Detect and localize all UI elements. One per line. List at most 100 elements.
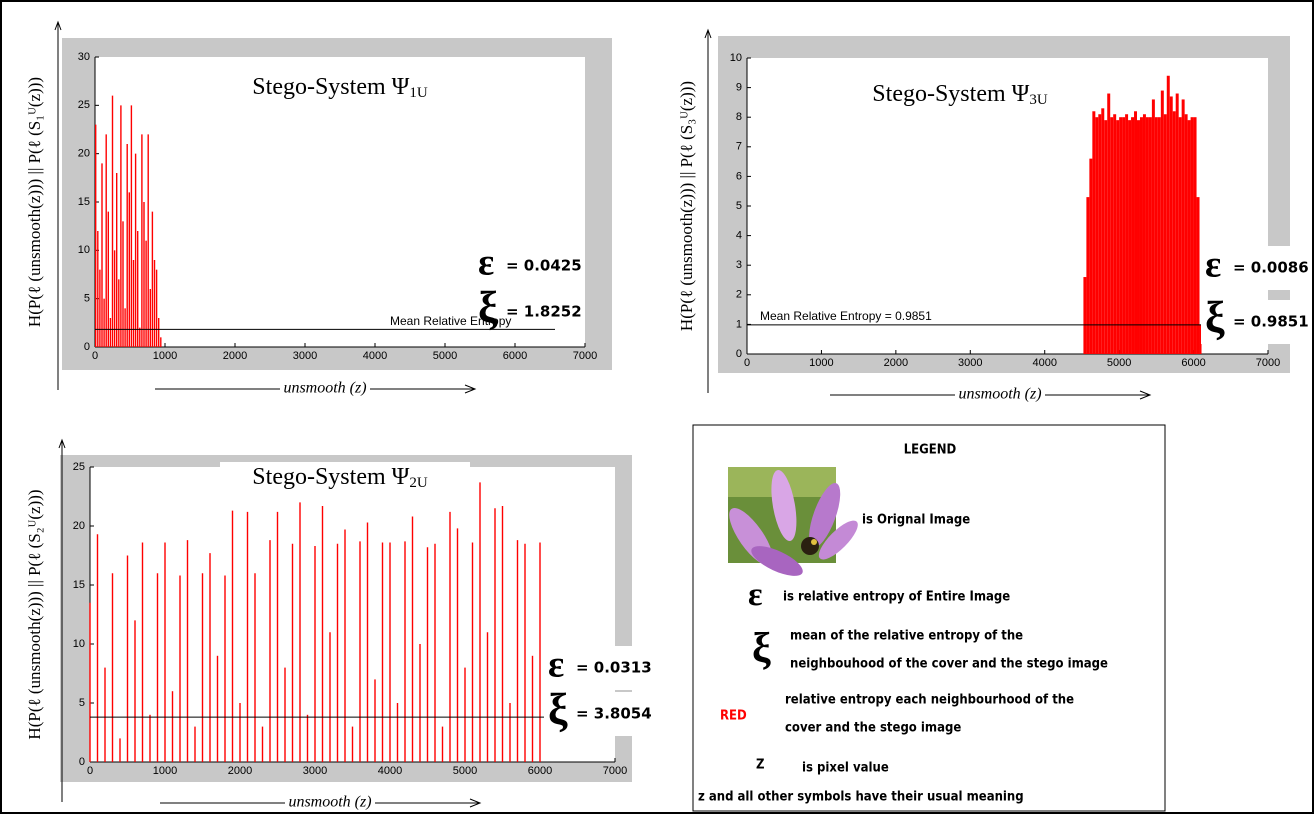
bar (1098, 114, 1102, 355)
x-tick-label: 1000 (153, 350, 177, 362)
bar (1128, 120, 1132, 354)
y-tick-label: 3 (736, 259, 742, 271)
title-bg (220, 462, 470, 494)
bar (1148, 117, 1152, 354)
annotation-text: = 0.9851 (1233, 313, 1309, 331)
x-tick-label: 6000 (503, 350, 527, 362)
mean-line-label: Mean Relative Entropy = 0.9851 (760, 309, 932, 323)
annotation-symbol: ε (548, 644, 564, 686)
y-tick-label: 30 (78, 51, 90, 63)
y-tick-label: 1 (736, 318, 742, 330)
title-main: Stego-System Ψ (252, 464, 409, 490)
petal (809, 483, 841, 548)
annotation-symbol: ξ (1205, 293, 1225, 342)
bar (1131, 117, 1135, 354)
bar (1175, 93, 1179, 355)
chart-title: Stego-System Ψ1U (252, 74, 428, 102)
bar (1083, 277, 1087, 354)
petal (771, 470, 797, 542)
annotation-text: = 0.0313 (576, 659, 652, 677)
chart-title: Stego-System Ψ3U (872, 81, 1048, 109)
xi-symbol: ξ (752, 626, 771, 672)
x-tick-label: 6000 (1181, 357, 1205, 369)
y-tick-label: 5 (84, 293, 90, 305)
bar (1107, 93, 1111, 355)
annotation-symbol: ξ (548, 685, 568, 734)
y-tick-label: 5 (736, 200, 742, 212)
y-tick-label: 0 (84, 341, 90, 353)
annotation-bg (544, 692, 636, 736)
epsilon-text: is relative entropy of Entire Image (783, 590, 1010, 605)
bar (1134, 111, 1138, 354)
bar (1137, 120, 1140, 354)
x-axis-label: unsmooth (z) (958, 386, 1041, 403)
x-tick-label: 3000 (293, 350, 317, 362)
y-axis-label: H(P(ℓ (unsmooth(z))) || P(ℓ (S₂ᵁ(z))) (25, 489, 44, 739)
legend-footer: z and all other symbols have their usual… (698, 790, 1024, 805)
bar (1172, 111, 1176, 354)
annotation-text: = 0.0425 (506, 257, 582, 275)
x-arrow-head (1139, 390, 1152, 400)
bar (1122, 117, 1126, 354)
y-tick-label: 25 (73, 461, 85, 473)
y-tick-label: 20 (78, 148, 90, 160)
y-tick-label: 0 (79, 756, 85, 768)
chart-panel: 0 1000 2000 3000 4000 5000 6000 7000 0 5 10 15 20 25 3… (25, 20, 612, 397)
bar (1116, 120, 1120, 354)
bar (1169, 96, 1173, 354)
bar (1166, 75, 1170, 354)
y-tick-label: 2 (736, 289, 742, 301)
bar (1181, 99, 1185, 354)
x-arrow-head (464, 384, 477, 394)
x-tick-label: 6000 (528, 765, 552, 777)
bar (1157, 117, 1161, 354)
bar (1086, 197, 1090, 354)
annotation-bg (544, 646, 636, 690)
annotation-text: = 0.0086 (1233, 259, 1309, 277)
bar (1113, 114, 1117, 355)
y-tick-label: 25 (78, 99, 90, 111)
bar (1142, 114, 1146, 355)
y-tick-label: 10 (78, 244, 90, 256)
x-tick-label: 4000 (1032, 357, 1056, 369)
annotation-text: = 1.8252 (506, 303, 582, 321)
annotation-text: = 3.8054 (576, 705, 652, 723)
annotation-symbol: ε (478, 242, 494, 284)
bar (1110, 117, 1114, 354)
bar (1193, 117, 1197, 354)
x-tick-label: 4000 (378, 765, 402, 777)
bar (1154, 117, 1158, 354)
bar (1145, 117, 1149, 354)
y-tick-label: 5 (79, 697, 85, 709)
chart-panel: 0 1000 2000 3000 4000 5000 6000 7000 0 5 10 15 20 25 S… (25, 438, 652, 811)
bar (1190, 117, 1194, 354)
legend-image (728, 467, 858, 576)
flower-center (801, 537, 819, 555)
y-axis-label: H(P(ℓ (unsmooth(z))) || P(ℓ (S₃ᵁ(z))) (677, 81, 696, 331)
y-tick-label: 15 (73, 579, 85, 591)
y-arrow-head (704, 28, 712, 39)
x-tick-label: 3000 (958, 357, 982, 369)
bar (1089, 158, 1093, 354)
z-symbol: Z (756, 758, 764, 773)
x-tick-label: 0 (87, 765, 93, 777)
legend-title: LEGEND (904, 443, 957, 458)
y-tick-label: 0 (736, 348, 742, 360)
y-tick-label: 15 (78, 196, 90, 208)
x-tick-label: 1000 (809, 357, 833, 369)
title-main: Stego-System Ψ (252, 74, 409, 100)
bar (1101, 108, 1105, 354)
x-tick-label: 7000 (1256, 357, 1280, 369)
xi-text: neighbouhood of the cover and the stego … (790, 657, 1108, 672)
y-tick-label: 9 (736, 82, 742, 94)
plot-area (95, 57, 585, 347)
z-text: is pixel value (802, 761, 889, 776)
y-tick-label: 20 (73, 520, 85, 532)
plot-area (90, 467, 615, 762)
x-tick-label: 7000 (603, 765, 627, 777)
bar (1119, 117, 1123, 354)
annotation-bg (1201, 246, 1293, 290)
petal (818, 520, 858, 560)
x-tick-label: 5000 (1107, 357, 1131, 369)
